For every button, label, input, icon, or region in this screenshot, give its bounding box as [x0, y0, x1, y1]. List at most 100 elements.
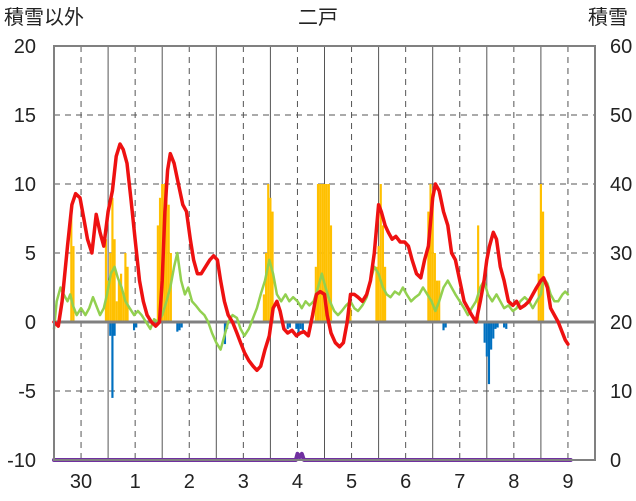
orange_bars-bar	[156, 225, 159, 322]
blue_bars-bar	[503, 322, 506, 328]
orange_bars-bar	[435, 280, 439, 322]
left-y-tick-label: 0	[25, 312, 36, 334]
left-y-tick-label: -10	[7, 450, 36, 472]
orange_bars-bar	[267, 184, 270, 322]
orange_bars-bar	[316, 184, 320, 322]
plot-frame	[53, 45, 596, 461]
right-y-tick-label: 30	[610, 243, 632, 265]
x-tick-label: 7	[454, 471, 465, 493]
orange_bars-bar	[158, 197, 162, 322]
chart-title: 二戸	[298, 7, 338, 29]
orange_bars-bar	[427, 211, 430, 322]
blue_bars-bar	[286, 322, 289, 329]
orange_bars-bar	[319, 184, 322, 322]
orange_bars-bar	[167, 204, 170, 322]
x-tick-label: 9	[562, 471, 573, 493]
left-y-ticks: 20 15 10 5 0 -5 -10	[7, 36, 36, 472]
orange_bars-bar	[323, 184, 326, 322]
right-y-tick-label: 60	[610, 36, 632, 58]
orange_bars-bar	[329, 225, 333, 322]
orange_bars-bar	[429, 184, 432, 322]
blue_bars-bar	[176, 322, 179, 332]
blue_bars-bar	[111, 322, 114, 398]
blue_bars-bar	[178, 322, 181, 331]
orange_bars-bar	[113, 239, 116, 322]
right-y-tick-label: 10	[610, 381, 632, 403]
left-y-tick-label: -5	[18, 381, 36, 403]
x-tick-label: 30	[70, 471, 92, 493]
orange_bars-bar	[375, 266, 378, 322]
x-tick-label: 2	[184, 471, 195, 493]
orange_bars-bar	[431, 197, 434, 322]
orange_bars-bar	[115, 301, 118, 322]
orange_bars-bar	[72, 246, 75, 322]
left-y-tick-label: 10	[14, 174, 36, 196]
blue_bars-bar	[496, 322, 499, 328]
x-tick-label: 6	[400, 471, 411, 493]
x-tick-label: 8	[508, 471, 519, 493]
blue_bars-bar	[132, 322, 136, 331]
blue_bars-bar	[505, 322, 508, 329]
right-axis-label: 積雪	[588, 6, 628, 29]
orange_bars-bar	[271, 211, 274, 322]
left-y-tick-label: 15	[14, 105, 36, 127]
orange_bars-bar	[126, 266, 129, 322]
blue_bars-bar	[494, 322, 497, 329]
orange_bars-bar	[349, 308, 352, 322]
blue_bars-bar	[490, 322, 493, 350]
orange_bars-bar	[165, 184, 168, 322]
orange_bars-bar	[377, 246, 380, 322]
orange_bars-bar	[381, 225, 385, 322]
right-y-tick-label: 40	[610, 174, 632, 196]
orange_bars-bar	[539, 184, 542, 322]
orange_bars-bar	[262, 294, 265, 322]
orange_bars-bar	[379, 184, 382, 322]
orange_bars-bar	[107, 280, 110, 322]
blue_bars-bar	[135, 322, 138, 328]
right-y-tick-label: 0	[610, 450, 621, 472]
blue_bars-bar	[487, 322, 491, 385]
orange_bars-bar	[541, 211, 545, 322]
red_series-line	[52, 142, 570, 373]
blue_bars-bar	[444, 322, 447, 328]
orange_bars-bar	[122, 294, 125, 322]
blue_bars-bar	[297, 322, 300, 334]
x-tick-label: 5	[346, 471, 357, 493]
orange_bars-bar	[120, 273, 123, 322]
blue_bars-bar	[442, 322, 445, 331]
blue_bars-bar	[299, 322, 302, 329]
orange_bars-bar	[477, 225, 480, 322]
x-tick-label: 1	[130, 471, 141, 493]
blue_bars-bar	[180, 322, 183, 328]
right-y-tick-label: 20	[610, 312, 632, 334]
orange_bars-bar	[117, 280, 121, 322]
blue_bars-bar	[295, 322, 298, 329]
orange_bars-bar	[264, 253, 268, 322]
right-y-tick-label: 50	[610, 105, 632, 127]
orange_bars-bar	[111, 197, 114, 322]
orange_bars-bar	[327, 184, 330, 322]
blue_bars-bar	[109, 322, 112, 336]
orange_bars-bar	[70, 211, 73, 322]
left-y-tick-label: 5	[25, 243, 36, 265]
blue_bars-bar	[485, 322, 488, 357]
blue_bars-bar	[492, 322, 495, 339]
x-tick-label: 4	[292, 471, 303, 493]
orange_bars-bar	[124, 253, 127, 322]
orange_bars-bar	[109, 253, 112, 322]
blue_bars-bar	[483, 322, 486, 343]
orange_bars-bar	[384, 266, 387, 322]
blue_bars-bar	[113, 322, 116, 336]
orange_bars-bar	[433, 253, 436, 322]
x-ticks: 30 1 2 3 4 5 6 7 8 9	[70, 471, 574, 493]
orange_bars-bar	[321, 184, 324, 322]
orange_bars-bar	[104, 239, 108, 322]
blue_bars-bar	[288, 322, 291, 328]
orange_bars-bar	[325, 184, 328, 322]
right-y-ticks: 60 50 40 30 20 10 0	[610, 36, 632, 472]
blue_bars-bar	[301, 322, 304, 331]
left-axis-label: 積雪以外	[4, 6, 84, 29]
left-y-tick-label: 20	[14, 36, 36, 58]
x-tick-label: 3	[238, 471, 249, 493]
